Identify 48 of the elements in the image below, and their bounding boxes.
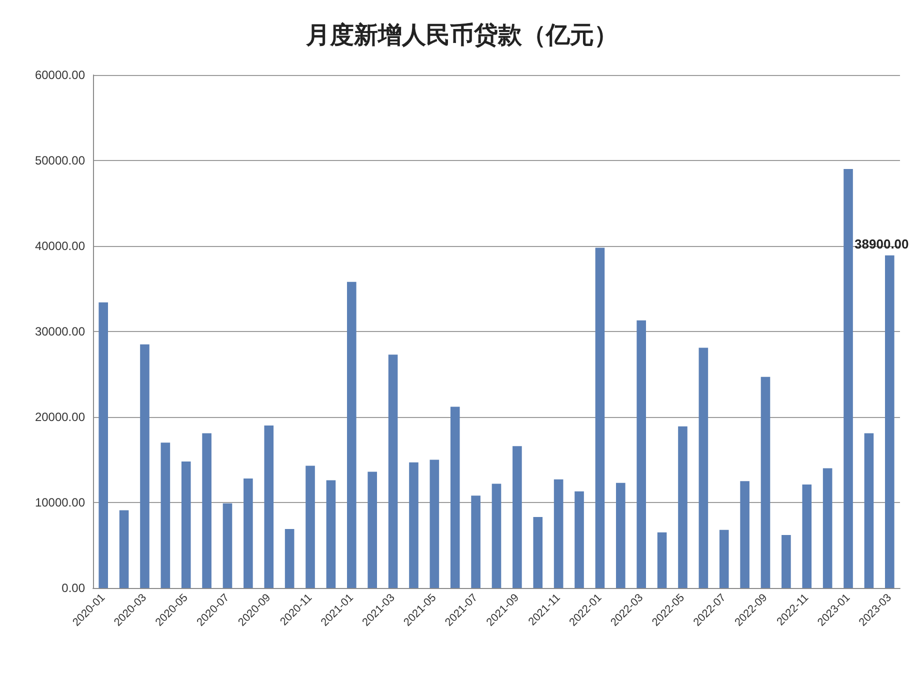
bar [368,472,377,588]
data-label: 38900.00 [854,236,909,252]
bar [202,433,212,588]
bar [430,460,440,588]
bar [450,406,460,588]
y-tick-label: 60000.00 [34,68,86,82]
bar [885,255,894,588]
bar [719,530,729,588]
y-tick-label: 10000.00 [34,496,86,510]
y-tick-label: 50000.00 [34,154,86,168]
bar [740,481,750,588]
bar [760,376,770,588]
bar [306,466,315,588]
bar [802,484,812,588]
bar [864,433,874,588]
bar [98,302,108,588]
bar [512,446,522,588]
bar [595,248,605,588]
bar [326,480,336,588]
bar [160,442,170,588]
bar [181,461,191,588]
bar [678,426,688,588]
y-tick-label: 0.00 [62,581,86,595]
bar [492,484,502,588]
bar [782,534,791,588]
bar [409,462,418,588]
bar [533,517,543,588]
y-tick-label: 40000.00 [34,239,86,253]
y-tick-label: 20000.00 [34,410,86,424]
bar [264,426,274,588]
bar [616,482,626,588]
bar [222,503,232,588]
bar [471,496,480,588]
bar [822,468,832,588]
bar [636,320,646,588]
y-tick-label: 30000.00 [34,324,86,338]
bar [388,354,398,588]
bar [347,282,356,588]
bar [140,344,150,588]
bar [574,491,584,588]
bar [554,479,564,588]
bar [284,529,294,588]
chart-title: 月度新增人民币贷款（亿元） [305,21,618,49]
bar [119,510,129,588]
bar [244,478,253,588]
bar [844,169,853,588]
bar [657,532,667,588]
bar [698,348,708,588]
